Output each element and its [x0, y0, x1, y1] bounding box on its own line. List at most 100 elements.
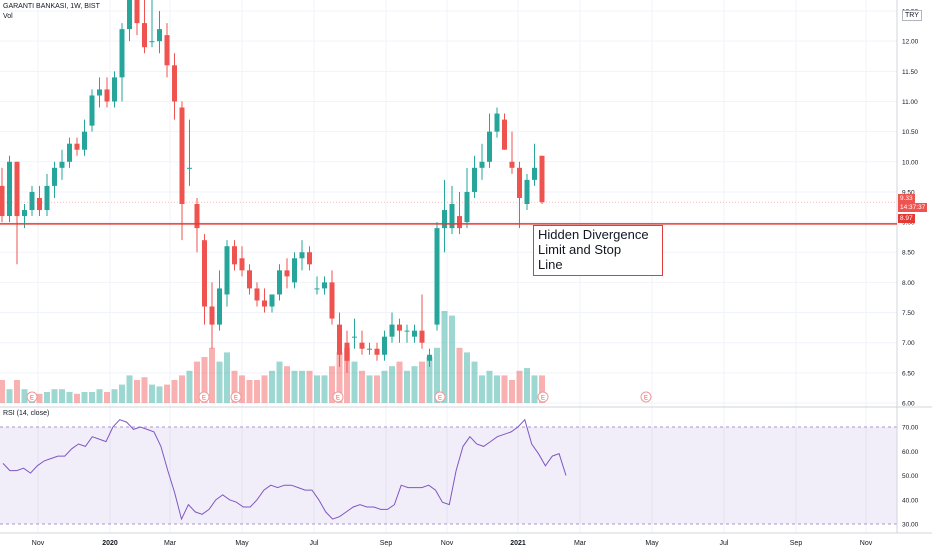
volume-bar [404, 370, 410, 403]
price-tick-label: 11.00 [902, 99, 918, 106]
candle-body [179, 107, 185, 204]
volume-bar [299, 370, 305, 403]
time-tick-label: Nov [32, 540, 45, 547]
candle-body [517, 167, 522, 198]
candle-body [494, 113, 500, 132]
candle-body [524, 179, 530, 204]
volume-bar [164, 384, 170, 403]
candle-body [329, 282, 335, 319]
volume-bar [224, 352, 230, 403]
candle-body [532, 167, 537, 180]
candle-body [194, 204, 200, 229]
volume-bar [426, 357, 433, 403]
candle-body [187, 167, 192, 169]
candle-body [509, 161, 515, 168]
volume-bar [201, 357, 208, 403]
candle-body [142, 23, 147, 48]
volume-bar [231, 370, 238, 403]
price-tick-label: 6.00 [902, 401, 915, 408]
rsi-tick-label: 40.00 [902, 497, 919, 504]
candle-body [59, 161, 65, 168]
volume-bar [6, 389, 13, 403]
candle-body [22, 210, 27, 217]
candle-body [427, 354, 432, 361]
candle-body [404, 330, 410, 332]
divergence-note[interactable]: Hidden Divergence Limit and Stop Line [533, 225, 663, 276]
candle-body [269, 294, 275, 307]
price-tick-label: 7.50 [902, 310, 915, 317]
price-tick-label: 8.00 [902, 280, 915, 287]
candle-body [442, 210, 447, 229]
price-tick-label: 9.00 [902, 220, 915, 227]
price-tick-label: 7.00 [902, 340, 915, 347]
earnings-icon [230, 391, 242, 403]
candle-body [374, 348, 380, 355]
time-tick-label: Nov [860, 540, 873, 547]
volume-bar [269, 370, 275, 403]
time-tick-label: Mar [574, 540, 587, 547]
candle-body [397, 324, 402, 331]
volume-bar [119, 384, 125, 403]
candle-body [89, 95, 95, 126]
volume-bar [419, 361, 425, 403]
volume-bars [0, 311, 545, 403]
volume-bar [111, 389, 118, 403]
earnings-icon [26, 391, 38, 403]
level-price-tag: 8.97 [898, 214, 915, 223]
candle-body [172, 65, 177, 102]
earnings-icon-glyph: E [644, 396, 648, 402]
volume-bar [51, 389, 58, 403]
volume-bar [14, 380, 20, 403]
rsi-tick-label: 30.00 [902, 522, 919, 529]
candle-body [419, 330, 425, 343]
time-tick-label: Jul [720, 540, 729, 547]
last-price-tag: 9.33 [898, 194, 915, 203]
volume-bar [479, 375, 485, 403]
candle-body [457, 216, 462, 229]
candle-body [502, 119, 507, 150]
note-line-1: Hidden Divergence [538, 227, 649, 242]
candle-body [157, 29, 162, 42]
volume-bar [509, 380, 515, 403]
candle-body [359, 342, 365, 349]
volume-bar [149, 384, 155, 403]
candle-body [44, 185, 50, 211]
time-tick-label: Mar [164, 540, 177, 547]
candle-body [307, 252, 312, 265]
volume-bar [524, 368, 530, 403]
volume-bar [66, 391, 73, 403]
candle-body [464, 191, 470, 223]
time-tick-label: 2021 [510, 540, 526, 547]
candle-body [74, 143, 80, 150]
candle-body [209, 306, 215, 325]
rsi-band-fill [0, 427, 897, 524]
candle-body [479, 161, 485, 168]
candle-body [382, 336, 387, 355]
rsi-series [2, 418, 567, 521]
symbol-title: GARANTI BANKASI, 1W, BIST [3, 3, 100, 10]
currency-badge[interactable]: TRY [902, 10, 922, 21]
volume-bar [314, 375, 320, 403]
volume-bar [366, 375, 373, 403]
price-tick-label: 12.00 [902, 39, 919, 46]
volume-bar [336, 352, 343, 403]
candle-body [112, 77, 117, 102]
candle-body [134, 0, 140, 24]
volume-bar [344, 347, 350, 403]
candle-body [119, 29, 125, 78]
candle-body [97, 89, 102, 96]
volume-bar [359, 370, 365, 403]
time-tick-label: Jul [310, 540, 319, 547]
volume-bar [254, 380, 260, 403]
volume-bar [36, 393, 43, 403]
candle-body [344, 342, 350, 361]
volume-bar [501, 375, 508, 403]
volume-bar [96, 389, 103, 403]
volume-bar [516, 370, 523, 403]
earnings-icon-glyph: E [202, 396, 206, 402]
candle-body [202, 240, 207, 307]
candle-body [284, 270, 290, 277]
volume-bar [246, 380, 253, 403]
